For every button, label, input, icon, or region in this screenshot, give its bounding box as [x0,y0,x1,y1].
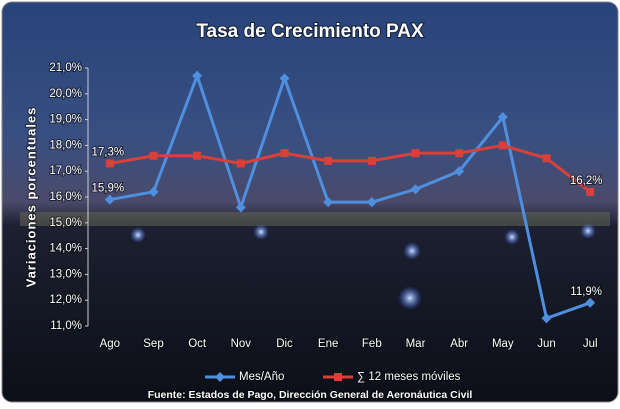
y-tick-label: 14,0% [49,243,82,255]
point [455,149,463,157]
x-tick-label: Oct [188,338,207,350]
x-tick-label: May [492,338,514,350]
x-tick-label: Jul [583,338,598,350]
data-label: 11,9% [570,286,602,298]
y-tick-label: 13,0% [49,268,82,280]
horizon [20,212,610,226]
y-tick-label: 17,0% [49,165,82,177]
point [586,188,594,196]
point [106,159,114,167]
x-tick-label: Abr [450,338,468,350]
y-tick-label: 15,0% [49,217,82,229]
legend-marker [334,373,342,381]
y-tick-label: 21,0% [49,62,82,74]
data-label: 16,2% [570,175,603,187]
light [130,227,146,243]
background [2,2,618,402]
point [412,149,420,157]
point [237,159,245,167]
y-tick-label: 19,0% [49,114,82,126]
light [398,286,422,310]
point [543,154,551,162]
point [281,149,289,157]
chart-title: Tasa de Crecimiento PAX [196,21,424,42]
x-tick-label: Dic [276,338,293,350]
light [403,242,421,260]
x-tick-label: Sep [143,338,163,350]
point [324,157,332,165]
y-tick-label: 18,0% [49,139,82,151]
legend-label: Mes/Año [239,371,284,383]
x-tick-label: Mar [406,338,426,350]
source: Fuente: Estados de Pago, Dirección Gener… [148,389,473,401]
y-tick-label: 16,0% [49,191,82,203]
point [368,157,376,165]
point [193,152,201,160]
light [580,223,596,239]
x-tick-label: Nov [231,338,252,350]
legend-label: ∑ 12 meses móviles [357,371,461,383]
data-label: 15,9% [92,183,125,195]
x-tick-label: Ago [100,338,120,350]
x-tick-label: Feb [362,338,382,350]
x-tick-label: Ene [318,338,338,350]
chart: Tasa de Crecimiento PAX Variaciones porc… [0,0,620,404]
light [253,224,269,240]
x-tick-label: Jun [537,338,556,350]
data-label: 17,3% [92,146,125,158]
point [499,141,507,149]
y-tick-label: 11,0% [50,320,82,332]
point [150,152,158,160]
y-axis-title: Variaciones porcentuales [23,107,38,288]
light [504,229,520,245]
y-tick-label: 20,0% [49,88,82,100]
y-tick-label: 12,0% [49,294,82,306]
